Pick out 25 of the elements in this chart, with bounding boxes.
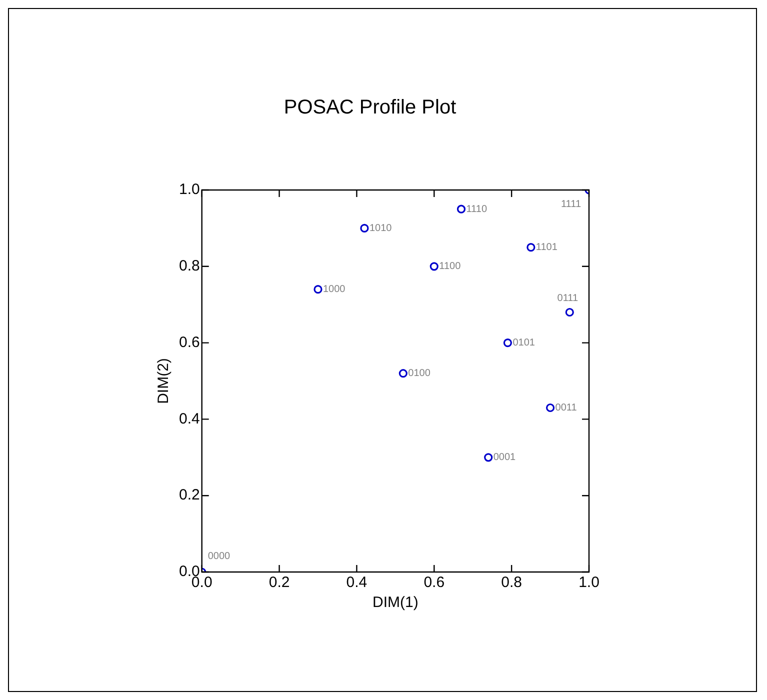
y-tick-label: 0.2: [178, 486, 200, 504]
y-tick-label: 1.0: [178, 181, 200, 198]
annotation: 1100: [439, 261, 462, 272]
x-tick-label: 0.4: [346, 574, 368, 592]
annotation: 0100: [408, 368, 431, 380]
annotation: 0011: [555, 402, 578, 414]
y-axis-title: DIM(2): [155, 358, 172, 404]
annotation: 1101: [536, 242, 558, 254]
annotation: 0000: [208, 550, 231, 562]
annotation: 0001: [493, 452, 516, 464]
x-axis-title: DIM(1): [372, 594, 418, 612]
annotation: 1010: [369, 222, 392, 234]
annotation: 1110: [466, 204, 488, 215]
chart-title: POSAC Profile Plot: [284, 96, 457, 119]
annotation: 1000: [322, 284, 346, 296]
y-tick-label: 0.8: [178, 258, 200, 275]
x-tick-label: 0.2: [268, 574, 290, 592]
annotation: 0101: [512, 338, 536, 349]
y-tick-label: 0.4: [178, 410, 200, 428]
annotation: 0111: [557, 292, 578, 304]
x-tick-label: 0.6: [424, 574, 445, 592]
annotation: 1111: [560, 198, 582, 210]
x-tick-label: 1.0: [578, 574, 600, 592]
x-tick-label: 0.8: [501, 574, 522, 592]
y-tick-label: 0.6: [178, 334, 200, 351]
